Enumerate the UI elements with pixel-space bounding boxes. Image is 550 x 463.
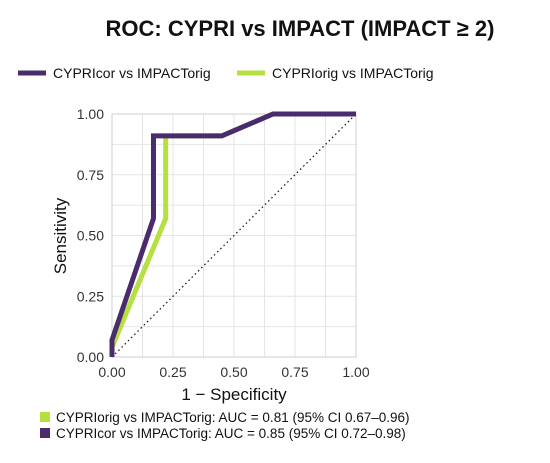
x-axis-title: 1 − Specificity xyxy=(181,385,287,404)
x-tick-label: 0.25 xyxy=(159,364,186,380)
y-tick-label: 1.00 xyxy=(77,106,104,122)
auc-swatch-cypriorig xyxy=(40,412,50,422)
x-tick-label: 0.00 xyxy=(98,364,125,380)
auc-annotations: CYPRIorig vs IMPACTorig: AUC = 0.81 (95%… xyxy=(40,410,410,441)
y-tick-labels: 0.00 0.25 0.50 0.75 1.00 xyxy=(77,106,104,365)
x-tick-labels: 0.00 0.25 0.50 0.75 1.00 xyxy=(98,364,369,380)
auc-swatch-cypricor xyxy=(40,428,50,438)
legend-label-cypricor: CYPRIcor vs IMPACTorig xyxy=(53,65,211,81)
y-tick-label: 0.25 xyxy=(77,288,104,304)
chart-title: ROC: CYPRI vs IMPACT (IMPACT ≥ 2) xyxy=(106,16,495,41)
plot-grid xyxy=(111,113,357,358)
y-tick-label: 0.00 xyxy=(77,349,104,365)
roc-curve-cypricor xyxy=(109,111,356,357)
auc-text-cypriorig: CYPRIorig vs IMPACTorig: AUC = 0.81 (95%… xyxy=(56,410,410,425)
x-tick-label: 0.75 xyxy=(281,364,308,380)
legend-label-cypriorig: CYPRIorig vs IMPACTorig xyxy=(272,65,434,81)
y-axis-title: Sensitivity xyxy=(51,197,70,274)
series-layer xyxy=(109,111,356,357)
legend: CYPRIcor vs IMPACTorig CYPRIorig vs IMPA… xyxy=(18,65,434,81)
x-tick-label: 0.50 xyxy=(220,364,247,380)
y-tick-label: 0.50 xyxy=(77,228,104,244)
reference-diagonal xyxy=(111,113,357,358)
x-tick-label: 1.00 xyxy=(342,364,369,380)
auc-text-cypricor: CYPRIcor vs IMPACTorig: AUC = 0.85 (95% … xyxy=(56,426,406,441)
y-tick-label: 0.75 xyxy=(77,167,104,183)
plot-panel xyxy=(111,113,357,358)
